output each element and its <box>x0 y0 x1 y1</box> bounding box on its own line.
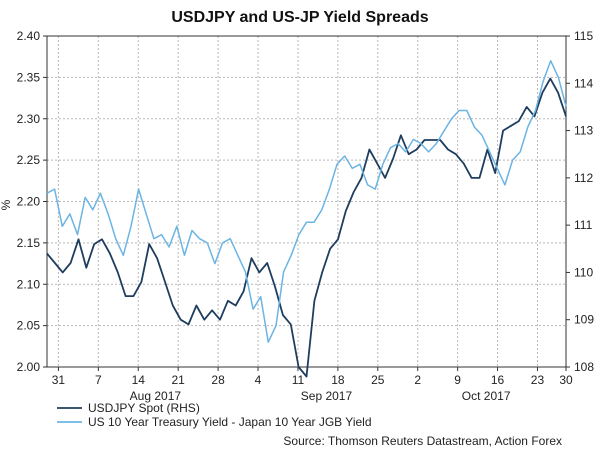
legend-label: USDJPY Spot (RHS) <box>88 401 200 415</box>
x-tick-label: 14 <box>132 373 146 387</box>
x-tick-label: 21 <box>171 373 185 387</box>
x-tick-label: 18 <box>331 373 345 387</box>
x-tick-label: 2 <box>414 373 421 387</box>
x-tick-label: 23 <box>531 373 545 387</box>
y-left-tick-label: 2.40 <box>17 29 41 43</box>
x-month-label: Aug 2017 <box>130 389 182 403</box>
x-tick-label: 16 <box>491 373 505 387</box>
legend-label: US 10 Year Treasury Yield - Japan 10 Yea… <box>88 415 372 429</box>
x-tick-label: 7 <box>95 373 102 387</box>
y-axis-left-ticks: 2.00 2.05 2.10 2.15 2.20 2.25 2.30 2.35 2.40 <box>17 29 47 374</box>
x-tick-label: 4 <box>255 373 262 387</box>
x-axis-ticks: 31 7 14 21 28 4 11 18 25 2 9 16 23 30 <box>52 367 573 387</box>
x-tick-label: 28 <box>211 373 225 387</box>
x-tick-label: 25 <box>371 373 385 387</box>
y-left-tick-label: 2.05 <box>17 319 41 333</box>
y-axis-right-ticks: 108 109 110 111 112 113 114 115 <box>566 29 594 374</box>
x-tick-label: 11 <box>292 373 305 387</box>
y-right-tick-label: 112 <box>574 171 593 185</box>
y-right-tick-label: 108 <box>574 360 594 374</box>
y-left-tick-label: 2.15 <box>17 236 41 250</box>
y-left-tick-label: 2.10 <box>17 277 41 291</box>
y-right-tick-label: 111 <box>574 218 593 232</box>
y-right-tick-label: 115 <box>574 29 593 43</box>
x-month-label: Sep 2017 <box>301 389 353 403</box>
y-right-tick-label: 113 <box>574 124 593 138</box>
y-axis-label: % <box>0 199 13 210</box>
legend: USDJPY Spot (RHS)US 10 Year Treasury Yie… <box>57 401 372 429</box>
x-tick-label: 30 <box>559 373 573 387</box>
series-line-yield-spread <box>46 60 567 343</box>
y-left-tick-label: 2.35 <box>17 70 41 84</box>
y-left-tick-label: 2.20 <box>17 195 41 209</box>
y-left-tick-label: 2.25 <box>17 153 41 167</box>
y-right-tick-label: 109 <box>574 313 594 327</box>
gridlines <box>47 35 567 368</box>
series-layer <box>46 60 567 378</box>
y-right-tick-label: 114 <box>574 76 593 90</box>
series-line-usdjpy <box>46 77 567 378</box>
chart-title: USDJPY and US-JP Yield Spreads <box>171 9 428 26</box>
y-left-tick-label: 2.00 <box>17 360 41 374</box>
x-tick-label: 9 <box>454 373 461 387</box>
x-month-label: Oct 2017 <box>462 389 511 403</box>
source-note: Source: Thomson Reuters Datastream, Acti… <box>283 434 562 448</box>
x-axis-month-labels: Aug 2017 Sep 2017 Oct 2017 <box>130 389 511 403</box>
x-tick-label: 31 <box>52 373 66 387</box>
y-left-tick-label: 2.30 <box>17 112 41 126</box>
y-right-tick-label: 110 <box>574 265 593 279</box>
